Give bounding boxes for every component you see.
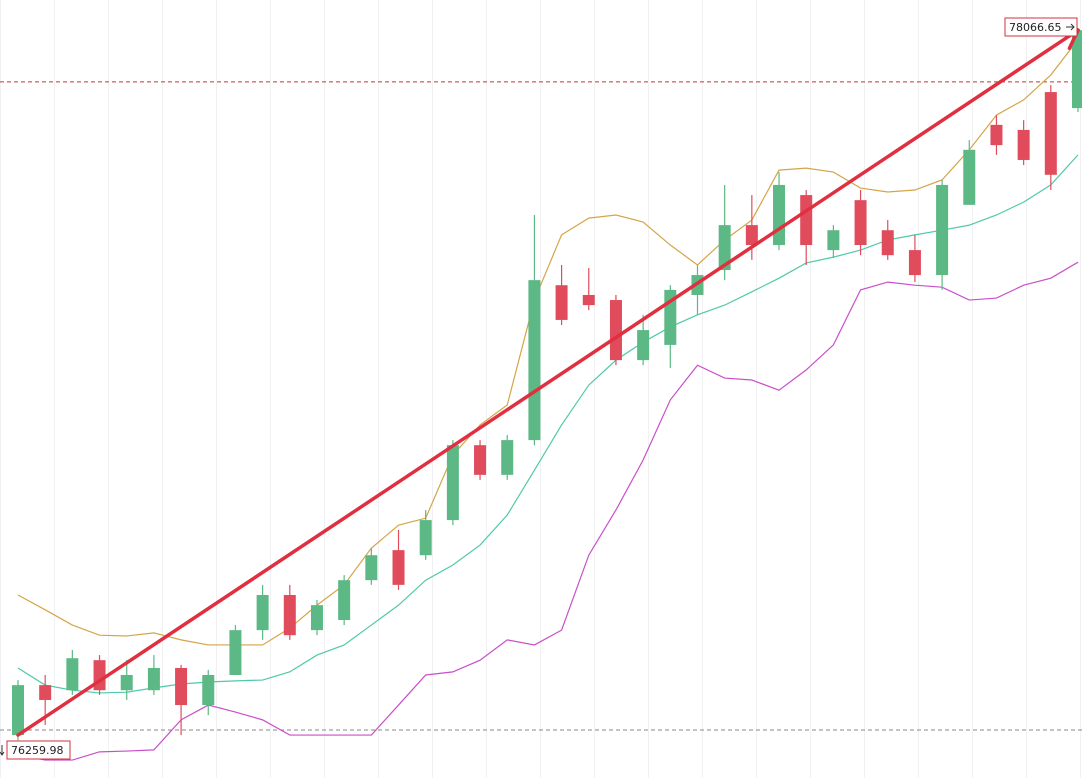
candle-body	[283, 595, 296, 636]
candle-body	[392, 550, 405, 585]
candle-body	[256, 595, 269, 631]
label-arrow	[1066, 23, 1075, 31]
candle-body	[582, 294, 595, 306]
candle-body	[936, 184, 949, 276]
candle-body	[338, 580, 351, 620]
candle-body	[963, 149, 976, 205]
candle-body	[310, 605, 323, 631]
candle-body	[419, 520, 432, 556]
candle-body	[1072, 30, 1082, 109]
candle-body	[39, 685, 52, 700]
price-label: 76259.98	[11, 744, 64, 757]
candle-body	[1017, 129, 1030, 160]
price-label-box	[1004, 17, 1078, 37]
candle-body	[827, 230, 840, 251]
candle-body	[773, 184, 786, 246]
candle-body	[446, 445, 459, 521]
candle-body	[881, 230, 894, 256]
candle-body	[229, 630, 242, 675]
candle-body	[12, 685, 24, 736]
candle-body	[175, 667, 188, 706]
candle-body	[202, 674, 215, 706]
candle-body	[365, 555, 378, 581]
price-label-box	[6, 740, 71, 760]
label-icon	[0, 745, 5, 756]
candle-body	[528, 280, 541, 441]
candle-body	[609, 300, 622, 361]
candle-body	[745, 225, 758, 246]
candle-body	[637, 330, 650, 361]
candle-body	[908, 250, 921, 276]
band-line	[17, 39, 1079, 646]
candle-body	[120, 674, 133, 691]
candle-body	[1044, 92, 1057, 175]
candle-body	[800, 195, 813, 246]
band-line	[17, 154, 1079, 694]
candle-body	[555, 285, 568, 320]
candle-body	[474, 445, 487, 475]
candle-body	[718, 225, 731, 270]
candle-body	[854, 200, 867, 246]
band-line	[17, 261, 1079, 761]
candle-body	[147, 667, 160, 691]
candle-body	[501, 440, 514, 475]
trend-line	[16, 28, 1080, 737]
candle-body	[990, 124, 1003, 146]
candle-body	[66, 658, 79, 691]
price-label: 78066.65	[1009, 21, 1062, 34]
